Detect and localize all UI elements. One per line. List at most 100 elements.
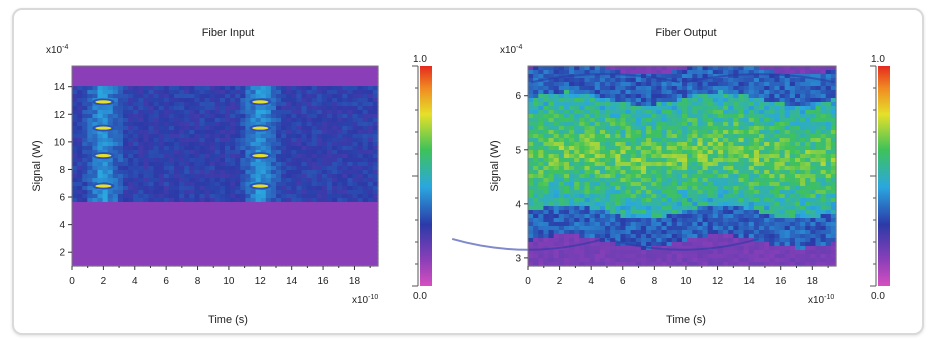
heatmap-cell (204, 70, 211, 75)
heatmap-cell (179, 210, 185, 215)
heatmap-cell (128, 262, 134, 267)
heatmap-cell (702, 90, 709, 95)
heatmap-cell (77, 102, 83, 107)
heatmap-cell (225, 210, 231, 215)
heatmap-cell (620, 114, 627, 119)
heatmap-cell (214, 258, 221, 263)
heatmap-cell (138, 86, 144, 91)
heatmap-cell (630, 238, 637, 243)
heatmap-cell (656, 222, 663, 227)
heatmap-cell (574, 86, 580, 91)
heatmap-cell (702, 78, 709, 83)
heatmap-cell (240, 218, 246, 223)
heatmap-cell (574, 250, 580, 255)
heatmap-cell (594, 194, 601, 199)
heatmap-cell (625, 102, 632, 107)
heatmap-cell (640, 102, 647, 107)
heatmap-cell (620, 242, 627, 247)
heatmap-cell (240, 210, 246, 215)
heatmap-cell (77, 226, 83, 231)
heatmap-cell (579, 114, 586, 119)
heatmap-cell (306, 262, 313, 267)
heatmap-cell (579, 150, 586, 155)
heatmap-cell (97, 138, 104, 143)
heatmap-cell (174, 262, 180, 267)
heatmap-cell (553, 254, 560, 259)
heatmap-cell (615, 90, 621, 95)
heatmap-cell (158, 170, 165, 175)
heatmap-cell (610, 214, 616, 219)
heatmap-cell (630, 222, 637, 227)
heatmap-cell (87, 234, 93, 239)
heatmap-cell (605, 86, 611, 91)
heatmap-cell (112, 78, 119, 83)
heatmap-cell (296, 178, 303, 183)
heatmap-cell (635, 222, 642, 227)
heatmap-cell (321, 118, 328, 123)
heatmap-cell (250, 82, 257, 87)
heatmap-cell (230, 178, 236, 183)
heatmap-cell (594, 74, 601, 79)
heatmap-cell (250, 78, 257, 83)
heatmap-cell (676, 142, 683, 147)
heatmap-cell (625, 138, 632, 143)
heatmap-cell (702, 182, 709, 187)
heatmap-cell (112, 226, 119, 231)
heatmap-cell (327, 182, 333, 187)
heatmap-cell (635, 246, 642, 251)
heatmap-cell (153, 234, 160, 239)
heatmap-cell (599, 262, 606, 267)
heatmap-cell (209, 94, 216, 99)
heatmap-cell (77, 158, 83, 163)
heatmap-cell (558, 258, 565, 263)
heatmap-cell (640, 190, 647, 195)
heatmap-cell (707, 66, 714, 71)
heatmap-cell (250, 250, 257, 255)
heatmap-cell (281, 222, 287, 227)
heatmap-cell (77, 222, 83, 227)
heatmap-cell (682, 194, 688, 199)
heatmap-cell (682, 202, 688, 207)
heatmap-cell (548, 118, 555, 123)
heatmap-cell (352, 206, 359, 211)
heatmap-cell (286, 186, 292, 191)
heatmap-cell (77, 106, 83, 111)
heatmap-cell (362, 162, 369, 167)
heatmap-cell (102, 242, 109, 247)
heatmap-cell (189, 242, 195, 247)
heatmap-cell (651, 126, 657, 131)
heatmap-cell (158, 194, 165, 199)
heatmap-cell (112, 66, 119, 71)
heatmap-cell (548, 74, 555, 79)
heatmap-cell (72, 178, 78, 183)
heatmap-cell (286, 94, 292, 99)
heatmap-cell (77, 174, 83, 179)
heatmap-cell (194, 222, 201, 227)
heatmap-cell (594, 190, 601, 195)
heatmap-cell (656, 102, 663, 107)
heatmap-cell (306, 190, 313, 195)
heatmap-cell (584, 234, 591, 239)
heatmap-cell (707, 202, 714, 207)
heatmap-cell (553, 134, 560, 139)
heatmap-cell (579, 98, 586, 103)
heatmap-cell (163, 234, 170, 239)
heatmap-cell (605, 166, 611, 171)
heatmap-cell (563, 126, 570, 131)
heatmap-cell (357, 206, 364, 211)
heatmap-cell (702, 258, 709, 263)
heatmap-cell (174, 66, 180, 71)
heatmap-cell (240, 110, 246, 115)
heatmap-cell (270, 262, 277, 267)
heatmap-cell (712, 154, 719, 159)
heatmap-cell (563, 70, 570, 75)
heatmap-cell (630, 74, 637, 79)
heatmap-cell (133, 222, 139, 227)
heatmap-cell (123, 154, 129, 159)
heatmap-cell (199, 206, 206, 211)
heatmap-cell (286, 130, 292, 135)
heatmap-cell (321, 66, 328, 71)
heatmap-cell (533, 66, 539, 71)
heatmap-cell (321, 110, 328, 115)
heatmap-cell (563, 178, 570, 183)
